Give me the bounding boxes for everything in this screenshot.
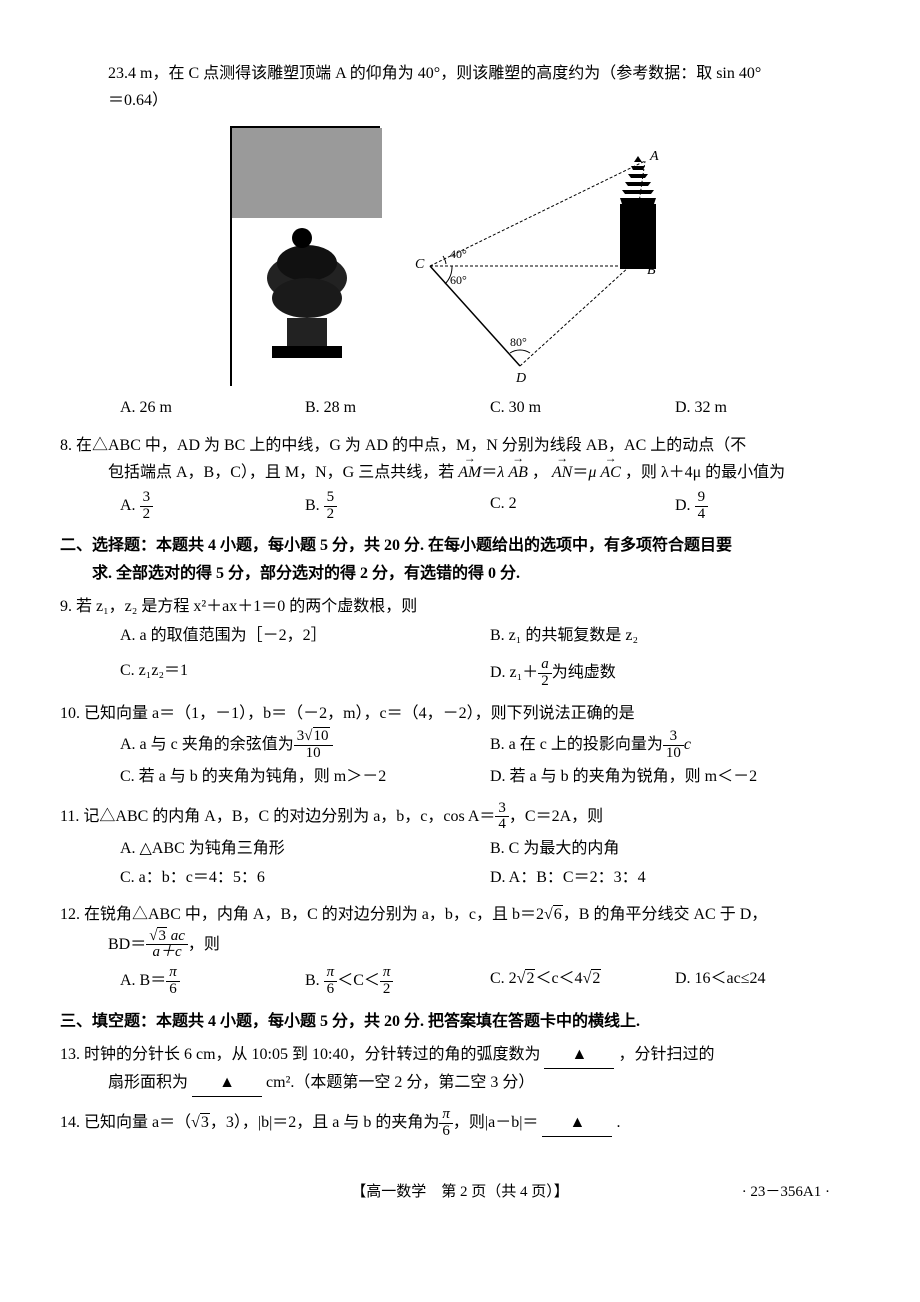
question-8: 8. 在△ABC 中，AD 为 BC 上的中线，G 为 AD 的中点，M，N 分… — [60, 432, 860, 523]
question-10: 10. 已知向量 a＝（1，－1），b＝（－2，m），c＝（4，－2），则下列说… — [60, 700, 860, 791]
svg-text:C: C — [415, 257, 425, 272]
q8-line2-post: ，则 λ＋4μ 的最小值为 — [625, 464, 785, 481]
q8-num: 8. — [60, 437, 72, 454]
q9-opt-d: D. z₁＋a2为纯虚数 — [490, 657, 860, 690]
vec-ab: AB — [508, 459, 528, 486]
footer-right: · 23－356A1 · — [569, 1180, 830, 1206]
question-11: 11. 记△ABC 的内角 A，B，C 的对边分别为 a，b，c，cos A＝3… — [60, 801, 860, 892]
q7-opt-b: B. 28 m — [305, 394, 490, 421]
q11-num: 11. — [60, 807, 79, 824]
q11-text-pre: 记△ABC 的内角 A，B，C 的对边分别为 a，b，c，cos A＝ — [83, 807, 495, 824]
q8-options: A. 32 B. 52 C. 2 D. 94 — [60, 490, 860, 523]
footer-center: 【高一数学 第 2 页（共 4 页）】 — [351, 1180, 569, 1206]
q12-opt-a: A. B＝π6 — [120, 965, 305, 998]
angle-40: 40° — [450, 247, 467, 261]
angle-60: 60° — [450, 273, 467, 287]
q13-line1-post: ，分针扫过的 — [618, 1046, 714, 1063]
sculpture-photo — [230, 126, 380, 386]
q9-opt-b: B. z₁ 的共轭复数是 z₂ — [490, 622, 860, 649]
q7-line2: ＝0.64） — [60, 87, 860, 114]
q8-opt-c: C. 2 — [490, 490, 675, 523]
q8-line2-pre: 包括端点 A，B，C），且 M，N，G 三点共线，若 — [108, 464, 454, 481]
q10-text: 已知向量 a＝（1，－1），b＝（－2，m），c＝（4，－2），则下列说法正确的… — [84, 705, 635, 722]
svg-text:B: B — [647, 263, 656, 278]
geometry-diagram: 40° 60° 80° C B A D — [410, 146, 690, 386]
q12-options: A. B＝π6 B. π6＜C＜π2 C. 2√2＜c＜4√2 D. 16＜ac… — [60, 965, 860, 998]
q12-line2: BD＝√3 aca＋c，则 — [60, 929, 860, 962]
question-7-continued: 23.4 m，在 C 点测得该雕塑顶端 A 的仰角为 40°，则该雕塑的高度约为… — [60, 60, 860, 422]
q7-figures: 40° 60° 80° C B A D — [60, 126, 860, 386]
q10-options: A. a 与 c 夹角的余弦值为3√1010 B. a 在 c 上的投影向量为3… — [60, 729, 860, 791]
q14-pre: 已知向量 a＝（ — [84, 1114, 191, 1131]
page-footer: 【高一数学 第 2 页（共 4 页）】 · 23－356A1 · — [60, 1180, 860, 1206]
q8-line1: 在△ABC 中，AD 为 BC 上的中线，G 为 AD 的中点，M，N 分别为线… — [76, 437, 746, 454]
vec-am: AM — [458, 459, 481, 486]
q13-line2-pre: 扇形面积为 — [108, 1074, 188, 1091]
q13-num: 13. — [60, 1046, 80, 1063]
q7-opt-d: D. 32 m — [675, 394, 860, 421]
q10-opt-d: D. 若 a 与 b 的夹角为锐角，则 m＜－2 — [490, 763, 860, 790]
section2-line1: 二、选择题：本题共 4 小题，每小题 5 分，共 20 分. 在每小题给出的选项… — [60, 532, 860, 559]
q9-options: A. a 的取值范围为［－2，2］ B. z₁ 的共轭复数是 z₂ C. z₁z… — [60, 622, 860, 690]
q11-opt-b: B. C 为最大的内角 — [490, 835, 860, 862]
svg-text:D: D — [515, 371, 526, 386]
q9-num: 9. — [60, 598, 72, 615]
section-3-header: 三、填空题：本题共 4 小题，每小题 5 分，共 20 分. 把答案填在答题卡中… — [60, 1008, 860, 1035]
q13-line2-post: cm².（本题第一空 2 分，第二空 3 分） — [266, 1074, 534, 1091]
q8-opt-d: D. 94 — [675, 490, 860, 523]
question-13: 13. 时钟的分针长 6 cm，从 10:05 到 10:40，分针转过的角的弧… — [60, 1041, 860, 1097]
q9-text: 若 z₁，z₂ 是方程 x²＋ax＋1＝0 的两个虚数根，则 — [76, 598, 417, 615]
question-12: 12. 在锐角△ABC 中，内角 A，B，C 的对边分别为 a，b，c，且 b＝… — [60, 901, 860, 997]
q7-opt-c: C. 30 m — [490, 394, 675, 421]
q14-post: . — [616, 1114, 620, 1131]
q7-line1: 23.4 m，在 C 点测得该雕塑顶端 A 的仰角为 40°，则该雕塑的高度约为… — [60, 60, 860, 87]
section2-line2: 求. 全部选对的得 5 分，部分选对的得 2 分，有选错的得 0 分. — [60, 560, 860, 587]
q13-line1-pre: 时钟的分针长 6 cm，从 10:05 到 10:40，分针转过的角的弧度数为 — [84, 1046, 540, 1063]
vec-an: AN — [552, 459, 572, 486]
q10-opt-c: C. 若 a 与 b 的夹角为钝角，则 m＞－2 — [120, 763, 490, 790]
q9-opt-c: C. z₁z₂＝1 — [120, 657, 490, 690]
q12-opt-d: D. 16＜ac≤24 — [675, 965, 860, 998]
q12-opt-c: C. 2√2＜c＜4√2 — [490, 965, 675, 998]
vec-ac: AC — [600, 459, 620, 486]
question-14: 14. 已知向量 a＝（√3，3），|b|＝2，且 a 与 b 的夹角为π6，则… — [60, 1107, 860, 1140]
q12-num: 12. — [60, 906, 80, 923]
q10-opt-b: B. a 在 c 上的投影向量为310c — [490, 729, 860, 762]
q9-opt-a: A. a 的取值范围为［－2，2］ — [120, 622, 490, 649]
q13-blank2: ▲ — [192, 1069, 262, 1097]
q8-line2-mid: ， — [532, 464, 548, 481]
svg-text:A: A — [649, 149, 659, 164]
q8-opt-a: A. 32 — [120, 490, 305, 523]
q14-mid2: ，则|a－b|＝ — [453, 1114, 539, 1131]
q7-opt-a: A. 26 m — [120, 394, 305, 421]
q10-opt-a: A. a 与 c 夹角的余弦值为3√1010 — [120, 729, 490, 762]
q11-options: A. △ABC 为钝角三角形 B. C 为最大的内角 C. a：b：c＝4：5：… — [60, 835, 860, 891]
q12-line1-pre: 在锐角△ABC 中，内角 A，B，C 的对边分别为 a，b，c，且 b＝2 — [84, 906, 544, 923]
q14-num: 14. — [60, 1114, 80, 1131]
q7-options: A. 26 m B. 28 m C. 30 m D. 32 m — [60, 394, 860, 421]
q8-opt-b: B. 52 — [305, 490, 490, 523]
q11-opt-d: D. A：B：C＝2：3：4 — [490, 864, 860, 891]
q14-mid1: ，3），|b|＝2，且 a 与 b 的夹角为 — [210, 1114, 440, 1131]
q13-blank1: ▲ — [544, 1041, 614, 1069]
question-9: 9. 若 z₁，z₂ 是方程 x²＋ax＋1＝0 的两个虚数根，则 A. a 的… — [60, 593, 860, 690]
section-2-header: 二、选择题：本题共 4 小题，每小题 5 分，共 20 分. 在每小题给出的选项… — [60, 532, 860, 586]
q10-num: 10. — [60, 705, 80, 722]
angle-80: 80° — [510, 335, 527, 349]
q11-opt-a: A. △ABC 为钝角三角形 — [120, 835, 490, 862]
q12-opt-b: B. π6＜C＜π2 — [305, 965, 490, 998]
q14-blank: ▲ — [542, 1109, 612, 1137]
q11-text-post: ，C＝2A，则 — [509, 807, 603, 824]
q11-opt-c: C. a：b：c＝4：5：6 — [120, 864, 490, 891]
q12-line1-post: ，B 的角平分线交 AC 于 D， — [563, 906, 767, 923]
